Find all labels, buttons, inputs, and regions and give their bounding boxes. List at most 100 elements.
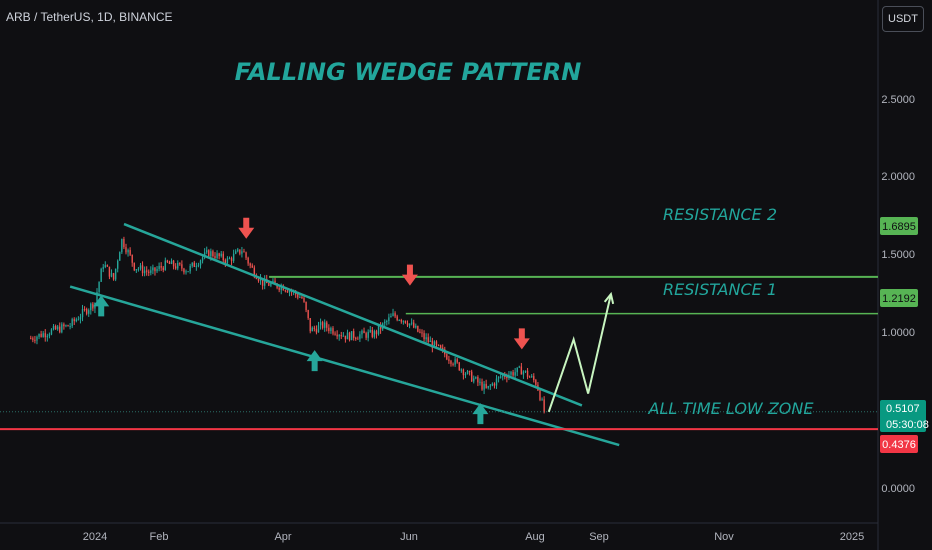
candle-body — [365, 333, 366, 338]
candle-body — [78, 319, 79, 320]
candle-body — [76, 320, 77, 322]
candle-body — [192, 263, 193, 266]
candle-body — [465, 374, 466, 375]
candle-body — [421, 332, 422, 333]
candle-body — [531, 376, 532, 377]
candle-body — [181, 264, 182, 268]
candle-body — [492, 384, 493, 386]
candle-body — [353, 331, 354, 338]
last-price-text: 0.5107 — [886, 403, 920, 415]
candle-body — [299, 297, 300, 298]
candle-body — [523, 372, 524, 375]
candle-body — [173, 261, 174, 267]
candle-body — [144, 271, 145, 274]
candle-body — [490, 386, 491, 387]
candle-body — [438, 345, 439, 346]
forecast-path — [549, 294, 611, 412]
candle-body — [496, 378, 497, 385]
candle-body — [401, 320, 402, 321]
candle-body — [109, 267, 110, 277]
x-tick-label: Aug — [525, 531, 545, 543]
candle-body — [305, 302, 306, 310]
candle-body — [216, 253, 217, 258]
candle-body — [372, 330, 373, 337]
candle-body — [392, 313, 393, 316]
candle-body — [237, 249, 238, 251]
candle-body — [249, 263, 250, 265]
candle-body — [156, 269, 157, 271]
candle-body — [367, 332, 368, 338]
candle-body — [194, 263, 195, 267]
candle-body — [436, 341, 437, 344]
candle-body — [146, 271, 147, 272]
candle-body — [448, 359, 449, 360]
candle-body — [235, 251, 236, 254]
candle-body — [57, 327, 58, 330]
x-tick-label: Sep — [589, 531, 609, 543]
candle-body — [221, 254, 222, 256]
candle-body — [494, 384, 495, 386]
candle-body — [355, 338, 356, 339]
candle-body — [47, 336, 48, 337]
resistance-1-label: RESISTANCE 1 — [663, 280, 777, 299]
candle-body — [407, 323, 408, 325]
candle-body — [142, 265, 143, 273]
candle-countdown: 05:30:08 — [886, 419, 929, 431]
candle-body — [399, 320, 400, 321]
candle-body — [243, 251, 244, 252]
candlestick-series — [30, 237, 545, 414]
candle-body — [473, 378, 474, 381]
candle-body — [413, 323, 414, 328]
candle-body — [450, 361, 451, 364]
candle-body — [471, 372, 472, 382]
candle-body — [357, 339, 358, 340]
candle-body — [461, 370, 462, 371]
candle-body — [59, 327, 60, 333]
candle-body — [446, 354, 447, 359]
candle-body — [314, 328, 315, 329]
candle-body — [71, 319, 72, 326]
candle-body — [483, 384, 484, 390]
candle-body — [152, 267, 153, 270]
candle-body — [247, 258, 248, 264]
candle-body — [158, 266, 159, 269]
candle-body — [100, 269, 101, 282]
candle-body — [163, 268, 164, 270]
candle-body — [454, 359, 455, 364]
candle-body — [214, 256, 215, 258]
x-tick-label: Jun — [400, 531, 418, 543]
candle-body — [479, 382, 480, 383]
candle-body — [285, 290, 286, 291]
candle-body — [131, 255, 132, 263]
candle-body — [440, 345, 441, 348]
candle-body — [459, 362, 460, 370]
candle-body — [297, 294, 298, 297]
candle-body — [390, 316, 391, 317]
candle-body — [419, 332, 420, 333]
candle-body — [423, 333, 424, 339]
candle-body — [53, 326, 54, 329]
candle-body — [189, 266, 190, 271]
candle-body — [316, 329, 317, 333]
candle-body — [324, 322, 325, 327]
candle-body — [42, 333, 43, 337]
candle-body — [351, 331, 352, 340]
candle-body — [519, 366, 520, 367]
y-tick-label: 1.5000 — [881, 249, 915, 261]
candle-body — [121, 239, 122, 252]
candle-body — [98, 282, 99, 292]
candle-body — [82, 309, 83, 317]
candle-body — [40, 334, 41, 337]
sell-arrow-icon — [514, 328, 530, 349]
candle-body — [30, 338, 31, 339]
candle-body — [212, 251, 213, 256]
candle-body — [129, 250, 130, 255]
candle-body — [198, 265, 199, 266]
candle-body — [229, 258, 230, 259]
candle-body — [334, 334, 335, 335]
candle-body — [425, 337, 426, 339]
candle-body — [103, 267, 104, 269]
candle-body — [318, 325, 319, 332]
candle-body — [69, 326, 70, 327]
